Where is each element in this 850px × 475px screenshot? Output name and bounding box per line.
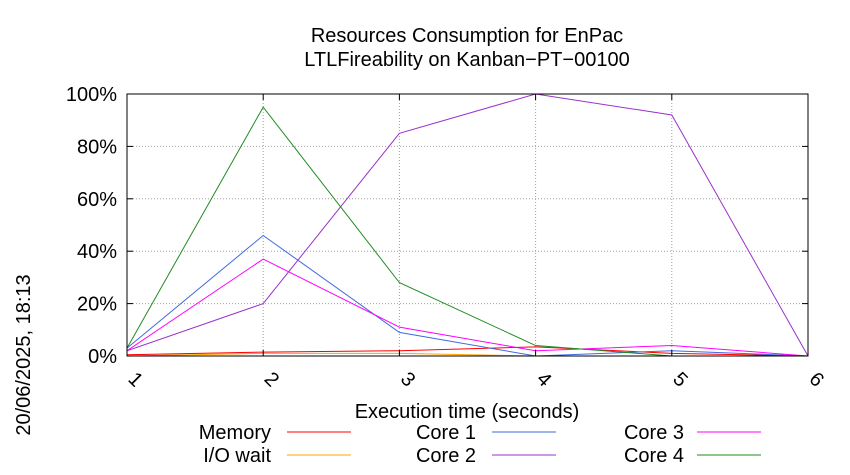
legend-label-core-3: Core 3 (624, 422, 684, 444)
x-tick-label: 6 (805, 368, 828, 391)
x-tick-labels: 1 2 3 4 5 6 (124, 94, 828, 391)
y-tick-label: 100% (66, 84, 117, 106)
timestamp-label: 20/06/2025, 18:13 (13, 274, 35, 435)
x-tick-label: 3 (396, 368, 419, 391)
legend-label-i-o-wait: I/O wait (203, 445, 271, 467)
legend-label-core-1: Core 1 (416, 422, 476, 444)
series-line-core-4 (126, 106, 808, 357)
x-tick-label: 1 (124, 368, 147, 391)
gridlines (127, 94, 808, 356)
x-tick-label: 4 (532, 368, 555, 391)
y-tick-label: 60% (77, 189, 117, 211)
y-tick-label: 0% (88, 346, 117, 368)
y-tick-label: 20% (77, 294, 117, 316)
x-axis-label: Execution time (seconds) (355, 401, 580, 423)
legend-label-memory: Memory (199, 422, 271, 444)
y-tick-label: 40% (77, 241, 117, 263)
plot-frame (126, 93, 809, 357)
series-line-core-2 (126, 93, 809, 357)
legend-label-core-2: Core 2 (416, 445, 476, 467)
legend-label-core-4: Core 4 (624, 445, 684, 467)
chart-title: Resources Consumption for EnPac (311, 25, 623, 47)
x-tick-label: 5 (668, 368, 691, 391)
series-line-memory (126, 346, 809, 357)
chart-subtitle: LTLFireability on Kanban−PT−00100 (304, 49, 629, 71)
y-tick-labels: 0% 20% 40% 60% 80% 100% (66, 84, 808, 368)
series-line-core-3 (126, 258, 809, 357)
series-lines (126, 93, 809, 357)
x-tick-label: 2 (260, 368, 283, 391)
series-line-core-1 (126, 234, 809, 357)
y-tick-label: 80% (77, 136, 117, 158)
